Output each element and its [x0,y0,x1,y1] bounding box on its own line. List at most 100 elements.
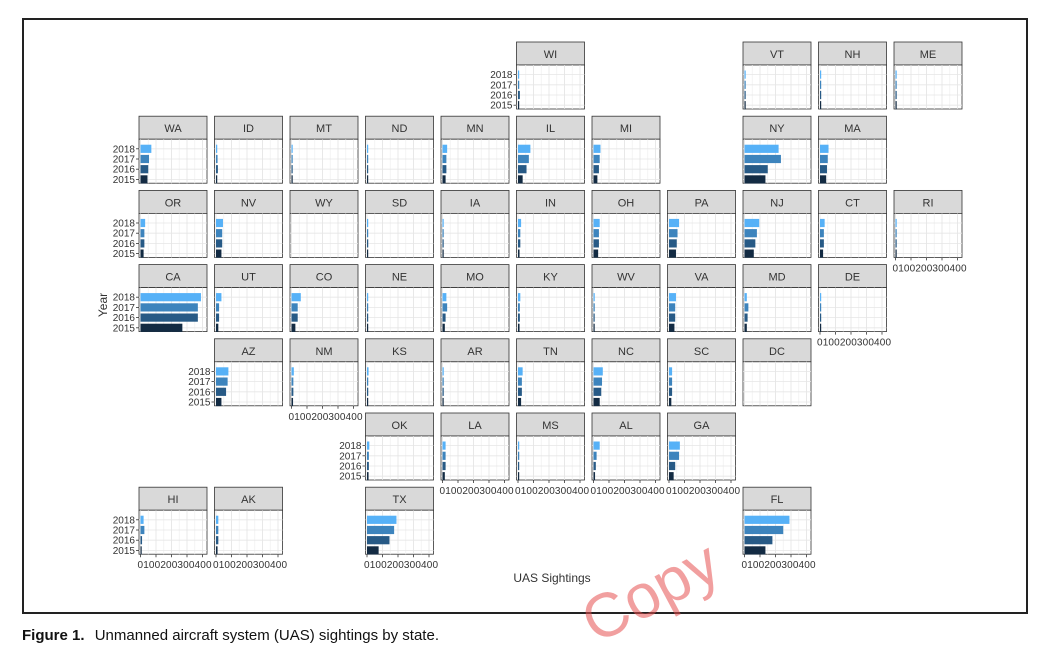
year-tick-label: 2018 [113,515,136,526]
bar-ne-2018 [367,293,369,302]
state-label: NY [769,123,785,135]
bar-md-2016 [744,313,748,322]
x-tick-labels: 0100200300400 [666,486,740,497]
plot-area [742,64,812,110]
panel-id: ID [214,115,283,184]
year-tick-label: 2017 [490,80,513,91]
bar-tn-2018 [518,367,523,376]
bar-ma-2015 [820,175,827,184]
panel-nh: NH [818,41,887,110]
year-tick-label: 2015 [113,249,136,260]
bar-ia-2017 [442,229,444,238]
plot-area [214,138,283,184]
panel-ak: AK 0100200300400 [213,486,287,571]
plot-area [365,287,434,333]
plot-area [440,138,510,184]
bar-al-2015 [593,472,596,481]
bar-ky-2017 [518,303,520,312]
bar-ca-2017 [140,303,198,312]
bar-tn-2017 [518,377,522,386]
state-label: MD [768,272,785,284]
bar-sd-2018 [367,218,369,228]
year-tick-label: 2017 [113,303,136,314]
bar-ok-2018 [367,441,370,450]
panel-vt: VT [742,41,812,110]
bar-ut-2015 [216,323,219,332]
panel-wy: WY [289,189,359,258]
bar-co-2016 [291,313,298,322]
plot-area [818,212,887,258]
x-tick-labels: 0100200300400 [515,486,589,497]
state-label: TX [392,494,407,506]
year-tick-label: 2018 [188,367,211,378]
bar-sc-2015 [669,397,672,407]
state-label: NJ [770,197,783,209]
state-label: MA [844,123,861,135]
bar-nh-2018 [820,70,822,79]
panel-sd: SD [365,189,434,258]
bar-ky-2018 [518,293,521,302]
bar-sc-2017 [669,377,673,386]
bar-tx-2017 [367,525,395,535]
bar-ct-2018 [820,218,825,228]
plot-area [893,64,963,110]
bar-mo-2018 [442,293,447,302]
bar-ga-2015 [669,472,674,481]
bar-mi-2015 [593,175,598,184]
bar-ri-2015 [895,249,897,258]
x-tick-labels: 0100200300400 [742,560,816,571]
bar-ms-2016 [518,461,520,471]
bar-ut-2016 [216,313,220,322]
bar-nd-2016 [367,165,369,174]
panel-fl: FL 0100200300400 [742,486,816,571]
state-label: AR [467,346,482,358]
bar-mt-2016 [291,165,293,174]
year-tick-label: 2018 [113,144,136,155]
bar-mo-2016 [442,313,446,322]
bar-az-2018 [216,367,229,376]
caption-text: Unmanned aircraft system (UAS) sightings… [94,627,439,644]
panel-ks: KS [365,338,434,407]
state-label: HI [168,494,179,506]
plot-area [516,212,585,258]
state-label: PA [695,197,710,209]
bar-de-2015 [820,323,822,332]
bar-fl-2016 [744,536,773,545]
plot-area [214,212,283,258]
plot-area [591,212,661,258]
plot-area [214,287,283,333]
plot-area [818,64,887,110]
bar-ct-2015 [820,249,824,258]
year-tick-label: 2015 [490,101,513,112]
state-label: VA [695,272,710,284]
state-label: MN [466,123,483,135]
year-tick-label: 2017 [113,229,136,240]
bar-ia-2015 [442,249,444,258]
plot-area [365,435,434,481]
panel-al: AL 0100200300400 [591,412,665,497]
bar-mn-2015 [442,175,446,184]
plot-area [516,361,585,407]
plot-area [516,435,585,481]
bar-ca-2018 [140,293,201,302]
bar-or-2016 [140,239,145,248]
state-label: AK [241,494,256,506]
panel-in: IN [516,189,585,258]
bar-nv-2015 [216,249,222,258]
state-label: WA [164,123,182,135]
bar-ri-2017 [895,229,897,238]
plot-area [440,435,510,481]
year-tick-label: 2018 [339,441,362,452]
bar-ri-2018 [895,218,897,228]
bar-la-2015 [442,472,445,481]
bar-nm-2015 [291,397,294,407]
bar-nm-2017 [291,377,294,386]
bar-nd-2017 [367,154,369,164]
bar-wi-2015 [518,101,520,110]
bar-wv-2016 [593,313,595,322]
bar-vt-2018 [744,70,746,79]
bar-nj-2017 [744,229,757,238]
bar-oh-2016 [593,239,599,248]
bar-nj-2016 [744,239,756,248]
